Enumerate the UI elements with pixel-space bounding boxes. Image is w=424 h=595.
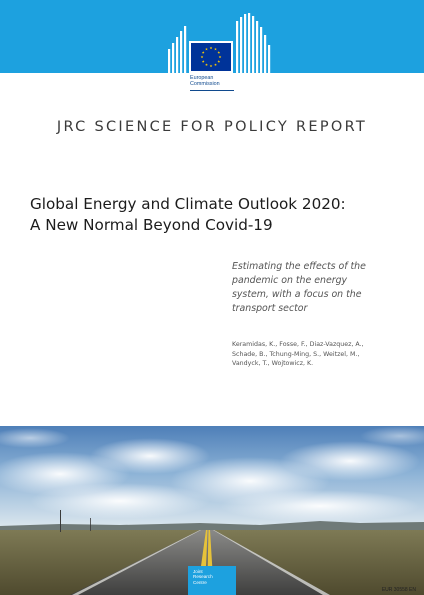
- eu-star-icon: [209, 64, 213, 68]
- logo-line-1: European: [190, 75, 214, 81]
- road-landscape-photo: [0, 426, 424, 595]
- report-number: EUR 30558 EN: [381, 587, 416, 593]
- report-subtitle: Estimating the effects of the pandemic o…: [232, 260, 392, 316]
- jrc-logo: Joint Research Centre: [188, 566, 236, 595]
- logo-text: European Commission: [190, 75, 250, 87]
- title-line-1: Global Energy and Climate Outlook 2020:: [30, 195, 346, 213]
- report-series: JRC SCIENCE FOR POLICY REPORT: [56, 119, 368, 135]
- eu-star-icon: [200, 55, 204, 59]
- subtitle-line-2: pandemic on the energy: [232, 275, 348, 286]
- authors-line-1: Keramidas, K., Fosse, F., Diaz-Vazquez, …: [232, 341, 364, 348]
- european-commission-logo-icon: [168, 13, 271, 75]
- jrc-logo-text: Joint Research Centre: [193, 569, 213, 585]
- jrc-line-2: Research: [193, 574, 213, 580]
- header-band: European Commission: [0, 0, 424, 103]
- authors-line-2: Schade, B., Tchung-Ming, S., Weitzel, M.…: [232, 350, 360, 358]
- logo-line-2: Commission: [190, 81, 220, 88]
- eu-star-icon: [205, 63, 208, 66]
- subtitle-line-1: Estimating the effects of the: [232, 261, 366, 272]
- eu-star-icon: [201, 51, 205, 54]
- eu-star-icon: [217, 51, 221, 54]
- eu-star-icon: [214, 63, 217, 66]
- cover-photo: [0, 426, 424, 595]
- eu-star-icon: [209, 46, 213, 50]
- report-title: Global Energy and Climate Outlook 2020: …: [30, 194, 400, 236]
- jrc-line-3: Centre: [193, 579, 207, 585]
- logo-underline: [190, 90, 234, 91]
- authors-line-3: Vandyck, T., Wojtowicz, K.: [232, 360, 314, 368]
- eu-star-icon: [214, 47, 217, 51]
- subtitle-line-3: system, with a focus on the: [232, 289, 362, 300]
- jrc-line-1: Joint: [193, 569, 203, 574]
- title-line-2: A New Normal Beyond Covid-19: [30, 216, 273, 234]
- eu-star-icon: [201, 60, 205, 63]
- eu-star-icon: [218, 55, 222, 59]
- european-commission-logo: European Commission: [166, 13, 278, 103]
- eu-star-icon: [217, 60, 221, 63]
- subtitle-line-4: transport sector: [232, 303, 308, 314]
- report-authors: Keramidas, K., Fosse, F., Diaz-Vazquez, …: [232, 340, 392, 369]
- eu-star-icon: [205, 47, 208, 51]
